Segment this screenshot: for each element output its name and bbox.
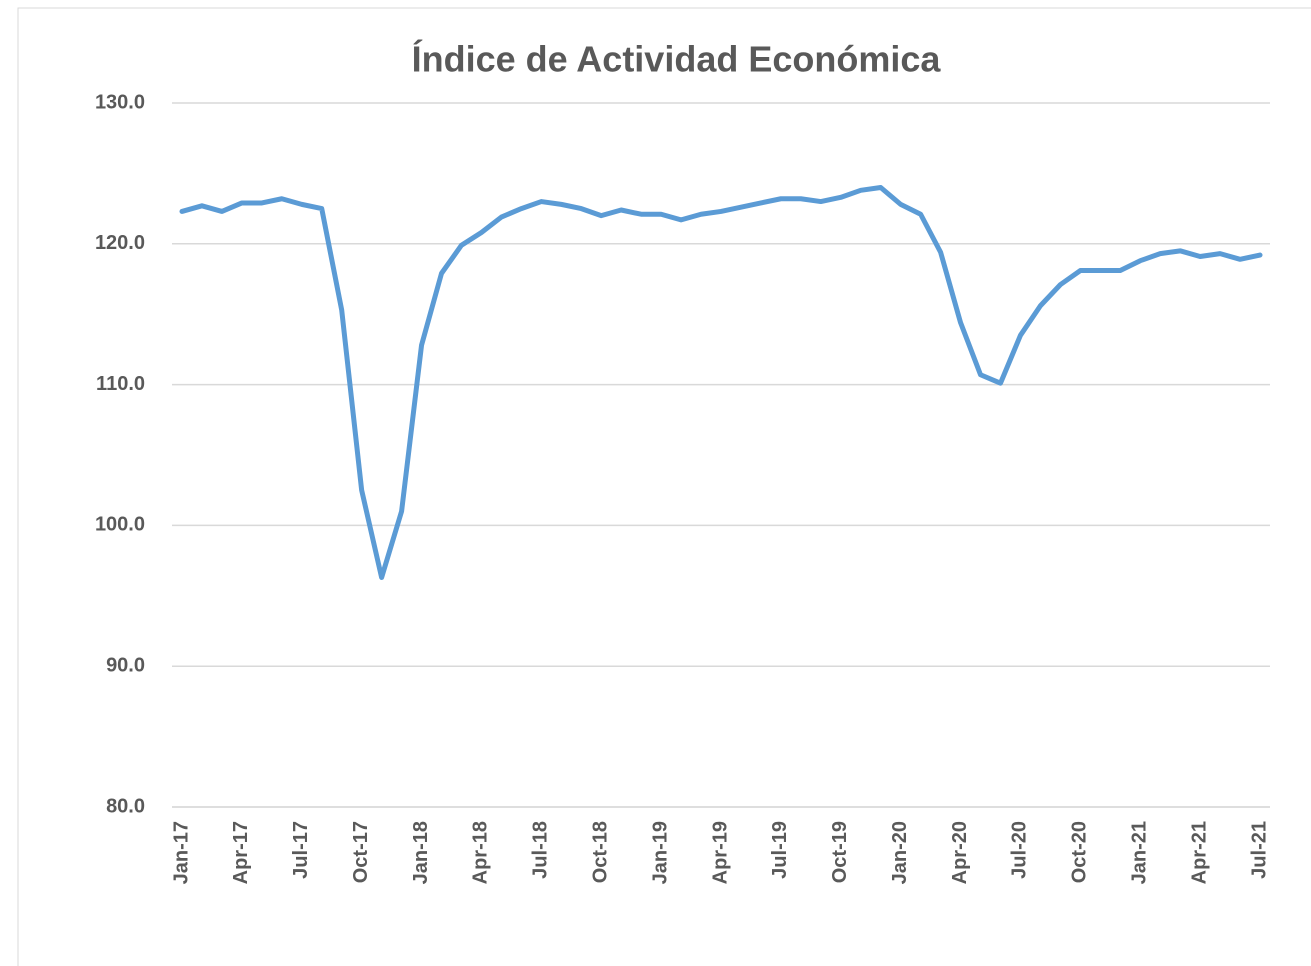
x-tick-label: Apr-20 <box>949 821 971 884</box>
x-tick-label: Jul-19 <box>769 821 791 879</box>
x-tick-label: Apr-18 <box>470 821 492 884</box>
x-tick-label: Jul-20 <box>1009 821 1031 879</box>
y-tick-label: 100.0 <box>95 514 145 536</box>
x-tick-label: Apr-21 <box>1188 821 1210 884</box>
y-tick-label: 90.0 <box>106 654 145 676</box>
y-tick-label: 80.0 <box>106 795 145 817</box>
x-tick-label: Oct-17 <box>350 821 372 883</box>
chart-title: Índice de Actividad Económica <box>412 39 942 80</box>
x-tick-label: Oct-19 <box>829 821 851 883</box>
x-tick-label: Jan-21 <box>1129 821 1151 884</box>
y-tick-label: 110.0 <box>96 373 145 395</box>
x-tick-label: Oct-18 <box>589 821 611 883</box>
x-tick-label: Apr-17 <box>230 821 252 884</box>
x-tick-label: Jan-19 <box>649 821 671 884</box>
data-line <box>179 184 1263 580</box>
x-tick-label: Jan-18 <box>410 821 432 884</box>
x-tick-label: Jul-18 <box>530 821 552 879</box>
x-tick-label: Jan-20 <box>889 821 911 884</box>
x-tick-label: Jan-17 <box>170 821 192 884</box>
x-tick-label: Jul-21 <box>1248 821 1270 879</box>
y-tick-label: 130.0 <box>95 91 145 113</box>
x-tick-label: Apr-19 <box>709 821 731 884</box>
x-tick-label: Oct-20 <box>1069 821 1091 883</box>
x-tick-label: Jul-17 <box>290 821 312 879</box>
y-tick-label: 120.0 <box>95 232 145 254</box>
